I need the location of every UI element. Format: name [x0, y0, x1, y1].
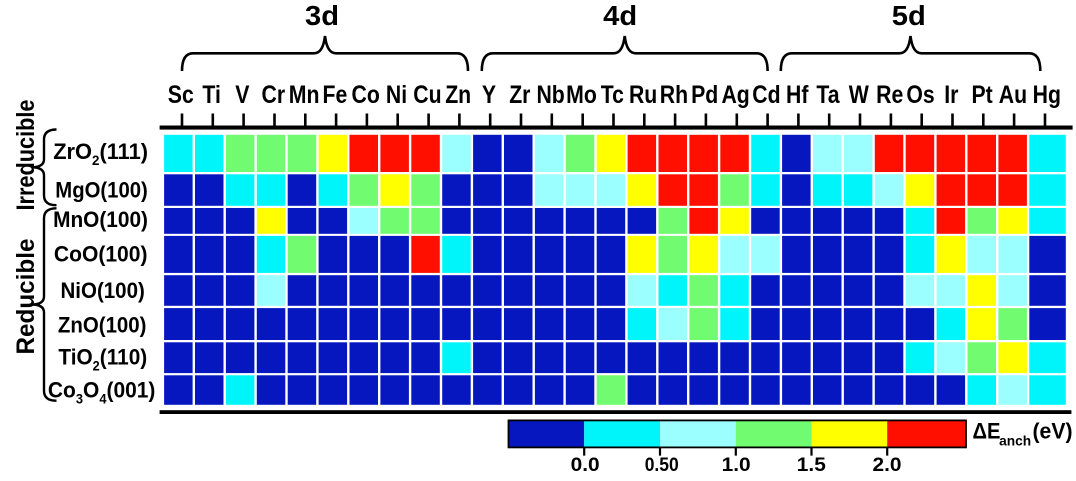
svg-text:CoO(100): CoO(100) [54, 242, 148, 267]
svg-text:Cd: Cd [752, 81, 780, 109]
svg-text:Pd: Pd [691, 81, 718, 109]
svg-text:Tc: Tc [601, 81, 624, 109]
svg-text:1.5: 1.5 [797, 455, 826, 476]
svg-text:MgO(100): MgO(100) [55, 177, 148, 202]
svg-text:4d: 4d [603, 0, 637, 31]
svg-text:Hf: Hf [786, 81, 809, 109]
svg-text:Cr: Cr [262, 81, 286, 109]
svg-text:Pt: Pt [972, 81, 994, 109]
svg-text:2.0: 2.0 [873, 455, 902, 476]
svg-text:Hg: Hg [1033, 81, 1061, 109]
svg-text:Zn: Zn [445, 81, 471, 109]
svg-text:Ru: Ru [629, 81, 657, 109]
svg-text:Zr: Zr [509, 81, 530, 109]
svg-text:Os: Os [906, 81, 934, 109]
svg-text:1.0: 1.0 [722, 455, 751, 476]
svg-text:Mo: Mo [566, 81, 597, 109]
svg-text:ΔE: ΔE [973, 419, 1001, 444]
svg-text:Re: Re [876, 81, 903, 109]
svg-text:Sc: Sc [168, 81, 194, 109]
svg-text:Au: Au [999, 81, 1027, 109]
svg-text:0.50: 0.50 [645, 455, 679, 476]
svg-text:Rh: Rh [660, 81, 688, 109]
svg-text:5d: 5d [892, 0, 926, 31]
svg-text:Reducible: Reducible [12, 238, 40, 354]
svg-text:Ti: Ti [202, 81, 221, 109]
svg-text:Ni: Ni [386, 81, 407, 109]
svg-text:anch: anch [999, 434, 1031, 449]
svg-text:V: V [235, 81, 249, 109]
svg-text:Co3O4(001): Co3O4(001) [48, 377, 156, 406]
svg-text:Mn: Mn [289, 81, 320, 109]
svg-text:Ta: Ta [816, 81, 840, 109]
svg-text:ZnO(100): ZnO(100) [58, 313, 147, 338]
svg-text:Irreducible: Irreducible [12, 99, 40, 210]
svg-text:(eV): (eV) [1033, 419, 1073, 444]
svg-text:Co: Co [352, 81, 380, 109]
svg-text:Nb: Nb [536, 81, 564, 109]
svg-text:Ag: Ag [721, 81, 749, 109]
svg-text:TiO2(110): TiO2(110) [58, 345, 147, 374]
svg-text:Fe: Fe [323, 81, 348, 109]
svg-text:3d: 3d [305, 0, 339, 31]
svg-text:Cu: Cu [413, 81, 441, 109]
svg-text:NiO(100): NiO(100) [61, 278, 145, 303]
svg-text:0.0: 0.0 [571, 455, 600, 476]
svg-text:Y: Y [482, 81, 496, 109]
svg-text:W: W [849, 81, 869, 109]
svg-text:ZrO2(111): ZrO2(111) [53, 139, 148, 168]
svg-text:MnO(100): MnO(100) [53, 207, 148, 232]
svg-text:Ir: Ir [944, 81, 958, 109]
